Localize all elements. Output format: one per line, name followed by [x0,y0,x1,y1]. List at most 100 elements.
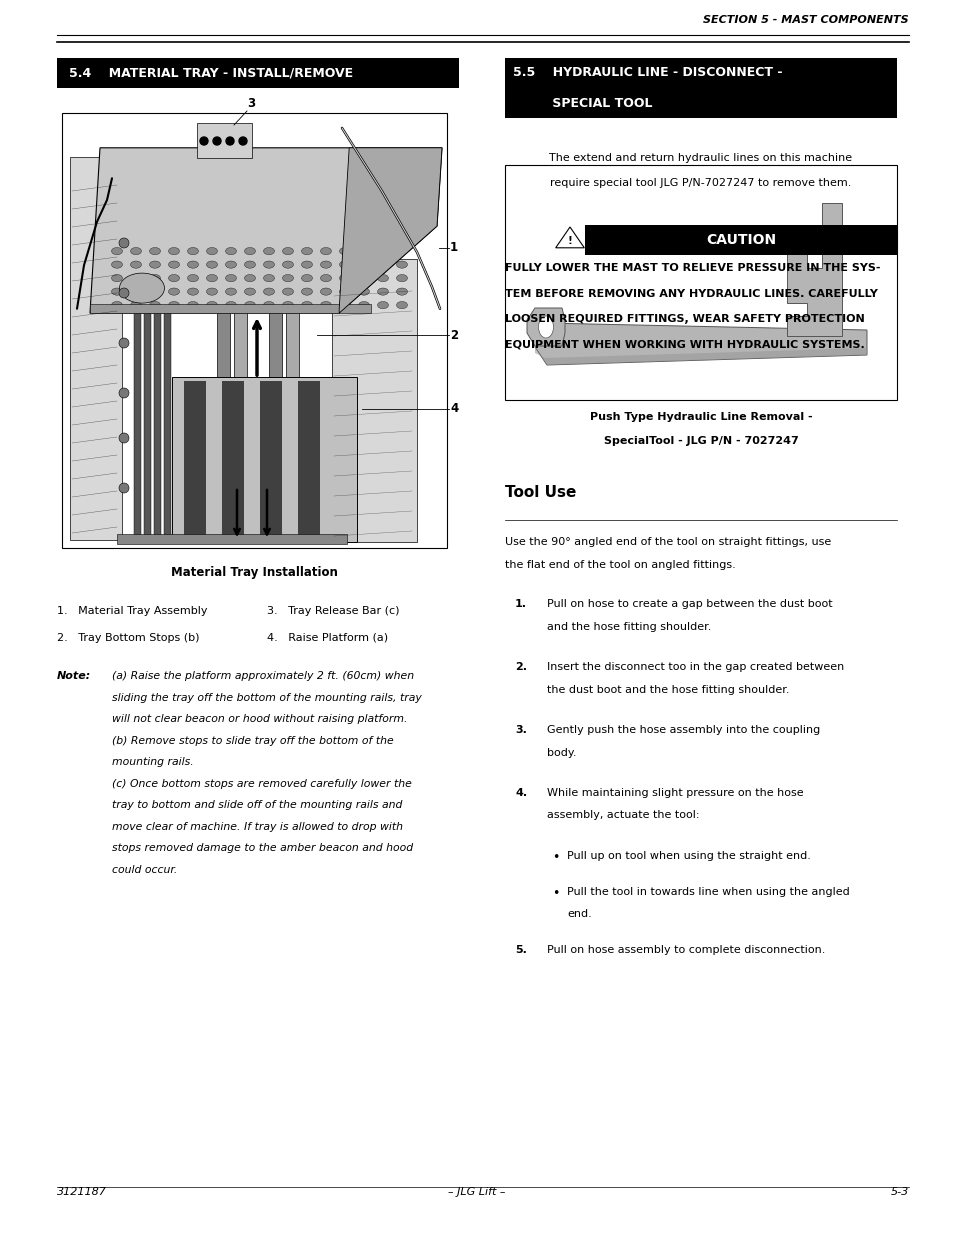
Bar [297,380,319,538]
Ellipse shape [119,273,164,303]
Ellipse shape [206,274,217,282]
Text: Material Tray Installation: Material Tray Installation [171,566,337,579]
Text: end.: end. [566,909,591,919]
Ellipse shape [339,274,350,282]
Ellipse shape [301,274,313,282]
Ellipse shape [377,247,388,254]
Ellipse shape [377,274,388,282]
Ellipse shape [320,274,331,282]
Ellipse shape [225,247,236,254]
Ellipse shape [131,288,141,295]
Ellipse shape [206,247,217,254]
Polygon shape [339,148,441,314]
Ellipse shape [150,288,160,295]
Text: Pull on hose to create a gap between the dust boot: Pull on hose to create a gap between the… [546,599,832,609]
Text: and the hose fitting shoulder.: and the hose fitting shoulder. [546,621,711,631]
Ellipse shape [244,288,255,295]
Ellipse shape [188,301,198,309]
Text: 2.: 2. [515,662,526,672]
Ellipse shape [112,288,122,295]
Polygon shape [535,347,866,366]
Bar [117,534,347,543]
Circle shape [119,338,129,348]
Ellipse shape [320,247,331,254]
Bar [184,380,206,538]
Text: !: ! [567,236,572,246]
Text: Use the 90° angled end of the tool on straight fittings, use: Use the 90° angled end of the tool on st… [504,537,830,547]
Ellipse shape [244,274,255,282]
Ellipse shape [396,261,407,268]
Ellipse shape [282,288,294,295]
Text: assembly, actuate the tool:: assembly, actuate the tool: [546,810,699,820]
Ellipse shape [112,274,122,282]
Ellipse shape [301,288,313,295]
Bar [196,124,252,158]
Ellipse shape [131,274,141,282]
Text: •: • [552,887,558,899]
Ellipse shape [150,247,160,254]
Text: 5-3: 5-3 [890,1187,908,1197]
Ellipse shape [396,288,407,295]
Text: 5.: 5. [515,945,526,955]
Bar [332,259,416,542]
Text: 1: 1 [450,241,457,254]
Ellipse shape [206,261,217,268]
Ellipse shape [301,301,313,309]
Text: Tool Use: Tool Use [504,485,576,500]
Ellipse shape [169,261,179,268]
Ellipse shape [358,261,369,268]
Ellipse shape [263,301,274,309]
Text: Gently push the hose assembly into the coupling: Gently push the hose assembly into the c… [546,725,820,735]
Bar [286,299,298,542]
Ellipse shape [206,288,217,295]
Ellipse shape [169,247,179,254]
Text: sliding the tray off the bottom of the mounting rails, tray: sliding the tray off the bottom of the m… [112,693,421,703]
Bar [90,304,371,314]
Ellipse shape [169,288,179,295]
Text: 1.   Material Tray Assembly: 1. Material Tray Assembly [57,606,208,616]
Text: could occur.: could occur. [112,864,177,874]
Text: Pull the tool in towards line when using the angled: Pull the tool in towards line when using… [566,887,849,897]
Ellipse shape [188,247,198,254]
Ellipse shape [396,301,407,309]
Ellipse shape [150,274,160,282]
Circle shape [239,137,247,144]
Text: SECTION 5 - MAST COMPONENTS: SECTION 5 - MAST COMPONENTS [702,15,908,25]
Circle shape [119,238,129,248]
Ellipse shape [225,261,236,268]
Text: stops removed damage to the amber beacon and hood: stops removed damage to the amber beacon… [112,844,413,853]
Text: FULLY LOWER THE MAST TO RELIEVE PRESSURE IN THE SYS-: FULLY LOWER THE MAST TO RELIEVE PRESSURE… [504,263,880,273]
Text: 4.: 4. [515,788,527,798]
Ellipse shape [282,301,294,309]
Bar [153,228,161,542]
Ellipse shape [244,247,255,254]
Text: the dust boot and the hose fitting shoulder.: the dust boot and the hose fitting shoul… [546,684,789,694]
Text: Note:: Note: [57,671,91,680]
Ellipse shape [263,288,274,295]
Ellipse shape [225,301,236,309]
Bar [70,157,122,540]
Polygon shape [535,324,866,366]
Text: 2: 2 [450,329,457,342]
Text: Pull up on tool when using the straight end.: Pull up on tool when using the straight … [566,851,810,861]
Ellipse shape [282,247,294,254]
Ellipse shape [358,247,369,254]
Ellipse shape [320,301,331,309]
Ellipse shape [244,261,255,268]
Bar [584,225,896,254]
Ellipse shape [188,288,198,295]
Ellipse shape [358,288,369,295]
Ellipse shape [537,316,553,338]
Ellipse shape [396,247,407,254]
Bar [269,299,282,542]
Ellipse shape [358,301,369,309]
Bar [64,115,444,546]
Ellipse shape [377,301,388,309]
Polygon shape [526,308,564,346]
Ellipse shape [225,288,236,295]
Text: Push Type Hydraulic Line Removal -: Push Type Hydraulic Line Removal - [589,412,811,422]
Text: CAUTION: CAUTION [705,233,775,247]
Text: tray to bottom and slide off of the mounting rails and: tray to bottom and slide off of the moun… [112,800,402,810]
Bar [504,165,896,400]
Bar [222,380,244,538]
